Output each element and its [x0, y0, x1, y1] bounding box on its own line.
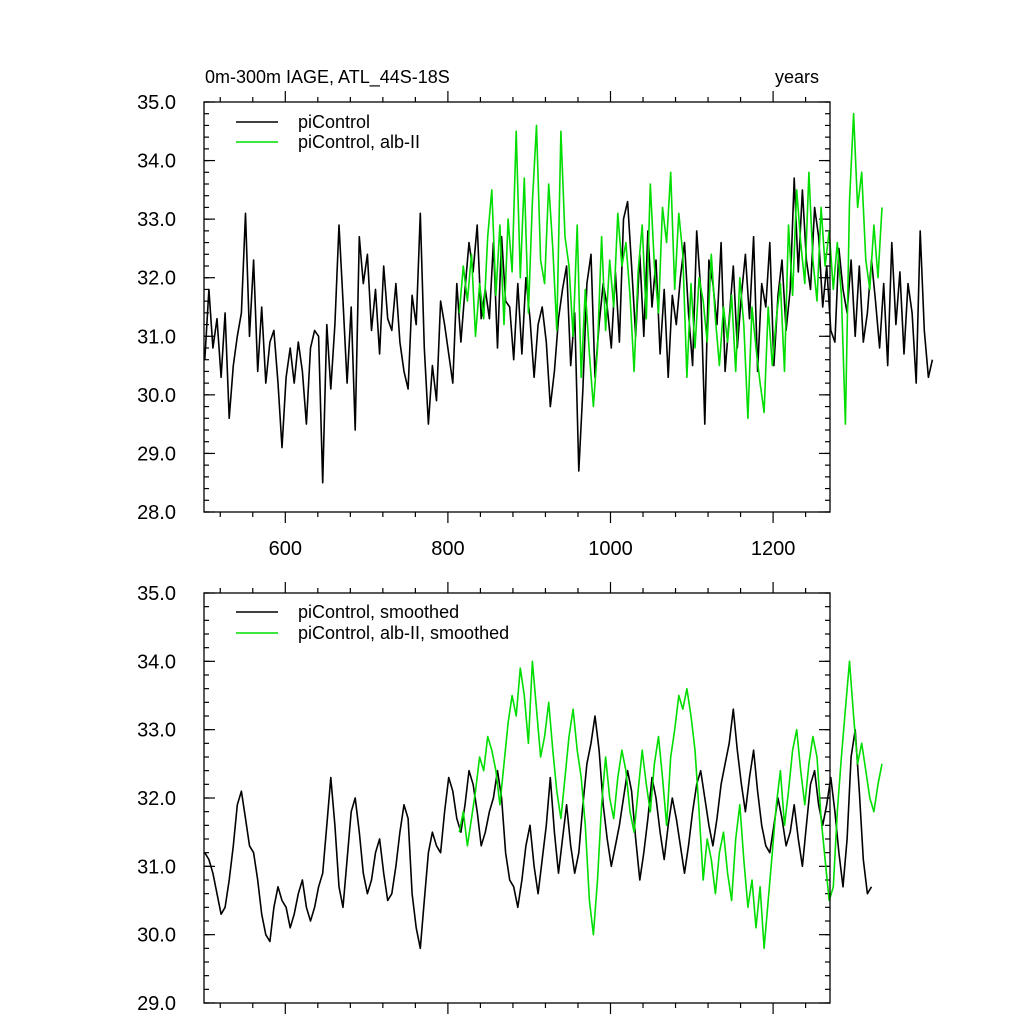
- y-tick-label: 34.0: [137, 151, 176, 173]
- chart-title: 0m-300m IAGE, ATL_44S-18S: [205, 67, 450, 88]
- top-plot-frame: [203, 101, 831, 513]
- y-tick-label: 35.0: [137, 92, 176, 114]
- x-tick-label: 600: [269, 538, 302, 560]
- series-line-picontrol-smoothed: [204, 708, 873, 950]
- y-tick-label: 35.0: [137, 583, 176, 605]
- y-tick-label: 30.0: [137, 925, 176, 947]
- bottom-panel: 29.0 30.0 31.0 32.0 33.0 34.0 35.0 piControl, …: [137, 582, 883, 1015]
- bottom-plot-frame: [203, 592, 831, 1004]
- legend-label-picontrol-alb-ii-smoothed: piControl, alb-II, smoothed: [298, 623, 509, 643]
- y-tick-label: 33.0: [137, 209, 176, 231]
- y-tick-label: 29.0: [137, 993, 176, 1015]
- chart-units-label: years: [775, 67, 819, 87]
- series-line-picontrol-alb-ii-smoothed: [458, 660, 883, 950]
- y-tick-label: 32.0: [137, 788, 176, 810]
- y-tick-label: 30.0: [137, 385, 176, 407]
- legend-label-picontrol-smoothed: piControl, smoothed: [298, 602, 459, 622]
- bottom-axes: 29.0 30.0 31.0 32.0 33.0 34.0 35.0: [137, 582, 830, 1015]
- top-axes: 28.0 29.0 30.0 31.0 32.0 33.0 34.0 35.0 600 800 10…: [137, 91, 830, 560]
- y-tick-label: 34.0: [137, 651, 176, 673]
- legend-label-picontrol-alb-ii: piControl, alb-II: [298, 132, 420, 152]
- bottom-legend: piControl, smoothed piControl, alb-II, s…: [236, 602, 509, 643]
- series-line-picontrol: [204, 177, 934, 484]
- x-tick-label: 1200: [751, 538, 796, 560]
- series-line-picontrol-alb-ii: [458, 112, 883, 425]
- bottom-series-layer: [204, 660, 883, 950]
- top-legend: piControl piControl, alb-II: [236, 112, 420, 152]
- y-tick-label: 31.0: [137, 326, 176, 348]
- legend-label-picontrol: piControl: [298, 112, 370, 132]
- x-tick-label: 800: [431, 538, 464, 560]
- top-panel: 0m-300m IAGE, ATL_44S-18S years 28.0 29.0…: [137, 67, 934, 560]
- y-tick-label: 32.0: [137, 268, 176, 290]
- x-tick-label: 1000: [588, 538, 633, 560]
- y-tick-label: 31.0: [137, 856, 176, 878]
- y-tick-label: 28.0: [137, 502, 176, 524]
- y-tick-label: 29.0: [137, 443, 176, 465]
- top-series-layer: [204, 112, 934, 484]
- y-tick-label: 33.0: [137, 720, 176, 742]
